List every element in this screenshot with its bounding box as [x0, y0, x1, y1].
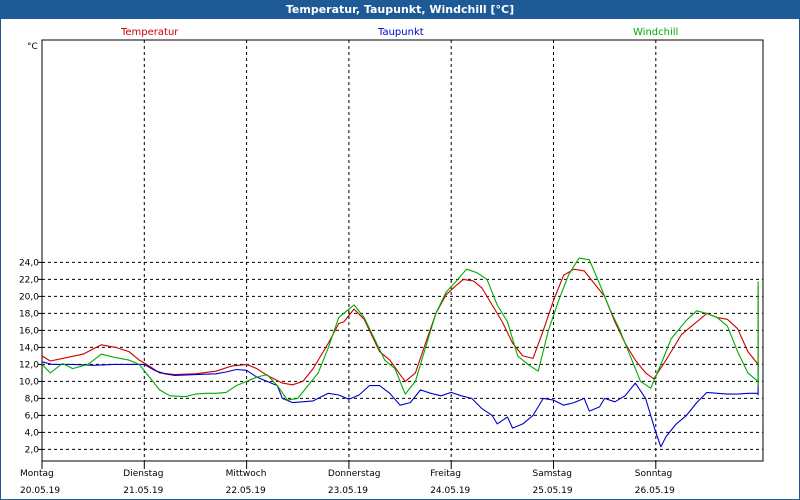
x-tick-date: 22.05.19: [226, 486, 266, 496]
legend-temperatur: Temperatur: [120, 27, 179, 38]
y-tick-label: 20,0: [19, 292, 39, 302]
chart-plot: °C 2,04,06,08,010,012,014,016,018,020,02…: [19, 27, 764, 496]
y-gridlines: [38, 261, 763, 450]
plot-area-frame: [41, 39, 764, 462]
y-tick-labels: 2,0 4,0 6,0 8,0 10,0 12,0 14,0 16,0 18,0 20,0 22,0…: [19, 258, 39, 455]
y-tick-label: 2,0: [25, 445, 40, 455]
x-tick-date: 26.05.19: [635, 486, 675, 496]
y-tick-label: 4,0: [25, 428, 40, 438]
y-tick-label: 8,0: [25, 394, 40, 404]
x-tick-day: Dienstag: [123, 469, 163, 479]
x-tick-day: Montag: [20, 469, 54, 479]
series-line-windchill: [41, 257, 759, 401]
y-tick-label: 14,0: [19, 343, 39, 353]
x-tick-labels: Montag 20.05.19 Dienstag 21.05.19 Mittwoch 22…: [20, 469, 675, 496]
y-tick-label: 24,0: [19, 258, 39, 268]
series-line-temperatur: [41, 268, 759, 386]
x-tick-date: 23.05.19: [328, 486, 368, 496]
x-tick-date: 21.05.19: [123, 486, 163, 496]
series-line-taupunkt: [41, 361, 759, 448]
x-tick-day: Samstag: [533, 469, 572, 479]
y-axis-unit-label: °C: [27, 42, 38, 52]
series-lines: [41, 257, 759, 448]
y-tick-label: 10,0: [19, 377, 39, 387]
y-tick-label: 12,0: [19, 360, 39, 370]
x-tick-date: 20.05.19: [20, 486, 60, 496]
x-tick-day: Sonntag: [635, 469, 672, 479]
x-gridlines: [41, 40, 657, 469]
x-tick-day: Freitag: [430, 469, 461, 479]
y-tick-label: 22,0: [19, 275, 39, 285]
x-tick-day: Donnerstag: [328, 469, 381, 479]
y-tick-label: 16,0: [19, 326, 39, 336]
x-tick-day: Mittwoch: [226, 469, 267, 479]
window-title: Temperatur, Taupunkt, Windchill [°C]: [1, 1, 799, 19]
y-tick-label: 18,0: [19, 309, 39, 319]
legend-taupunkt: Taupunkt: [377, 27, 424, 38]
y-tick-label: 6,0: [25, 411, 40, 421]
legend-windchill: Windchill: [633, 27, 678, 38]
x-tick-date: 24.05.19: [430, 486, 470, 496]
x-tick-date: 25.05.19: [533, 486, 573, 496]
